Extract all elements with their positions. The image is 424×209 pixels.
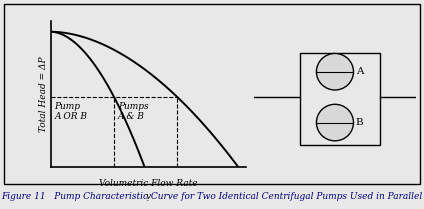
Text: ṿ: ṿ bbox=[146, 192, 151, 201]
Text: Pumps: Pumps bbox=[118, 102, 148, 111]
Text: A OR B: A OR B bbox=[55, 112, 88, 121]
Text: B: B bbox=[356, 118, 363, 127]
Text: Figure 11   Pump Characteristic Curve for Two Identical Centrifugal Pumps Used i: Figure 11 Pump Characteristic Curve for … bbox=[1, 192, 423, 201]
Circle shape bbox=[316, 104, 354, 141]
Text: Pump: Pump bbox=[55, 102, 81, 111]
Circle shape bbox=[316, 54, 354, 90]
Text: A & B: A & B bbox=[118, 112, 145, 121]
Bar bbox=[299, 53, 380, 145]
Y-axis label: Total Head = ΔP: Total Head = ΔP bbox=[39, 56, 48, 132]
Bar bbox=[4, 4, 420, 184]
Text: Volumetric Flow Rate: Volumetric Flow Rate bbox=[99, 179, 198, 188]
Text: A: A bbox=[356, 67, 363, 76]
